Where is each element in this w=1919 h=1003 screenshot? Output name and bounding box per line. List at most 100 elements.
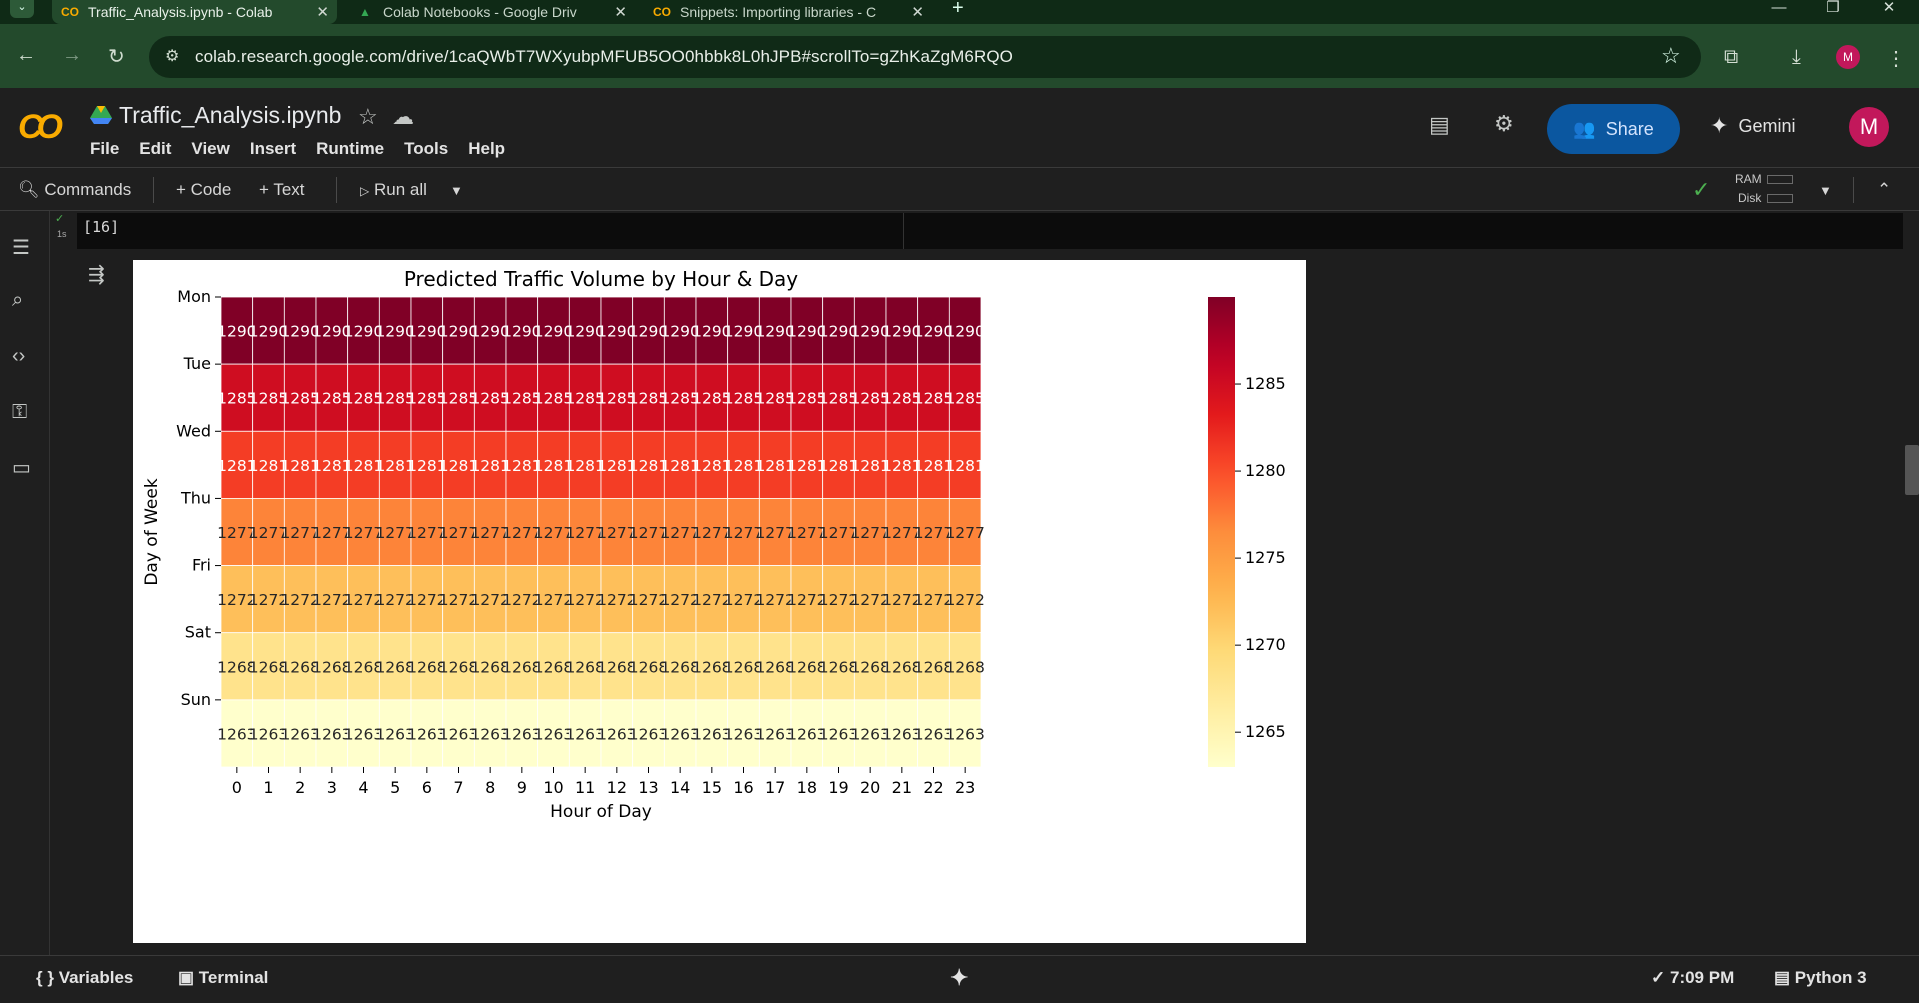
files-folder-icon[interactable]: ▭ xyxy=(12,457,31,479)
close-tab-icon[interactable]: ✕ xyxy=(911,4,924,21)
cell-annotation: 1290 xyxy=(280,323,319,341)
cell-annotation: 1263 xyxy=(660,725,699,743)
cell-annotation: 1277 xyxy=(375,524,414,542)
page-scrollbar[interactable] xyxy=(1905,445,1919,495)
drive-icon[interactable] xyxy=(90,106,112,124)
gemini-button[interactable]: ✦ Gemini xyxy=(1710,113,1795,139)
run-all-dropdown-icon[interactable]: ▼ xyxy=(450,183,463,198)
heatmap-cell xyxy=(315,363,349,432)
x-tick-label: 14 xyxy=(670,778,690,797)
browser-tab-colab[interactable]: CO Traffic_Analysis.ipynb - Colab ✕ xyxy=(52,0,337,24)
cell-annotation: 1272 xyxy=(914,591,953,609)
menu-insert[interactable]: Insert xyxy=(249,139,297,158)
new-tab-button[interactable]: + xyxy=(952,0,964,19)
download-icon[interactable]: ⤓ xyxy=(1792,46,1801,68)
menu-help[interactable]: Help xyxy=(468,139,506,158)
menu-runtime[interactable]: Runtime xyxy=(316,139,385,158)
extensions-icon[interactable]: ⧉ xyxy=(1724,46,1739,68)
x-tick-label: 19 xyxy=(828,778,848,797)
menu-file[interactable]: File xyxy=(90,139,120,158)
add-code-button[interactable]: + Code xyxy=(176,180,232,199)
heatmap-cell xyxy=(347,632,380,701)
cell-annotation: 1277 xyxy=(470,524,509,542)
cell-annotation: 1272 xyxy=(629,591,668,609)
browser-tab-drive[interactable]: ▲ Colab Notebooks - Google Driv ✕ xyxy=(355,0,635,24)
cell-annotation: 1285 xyxy=(249,390,288,408)
close-window-icon[interactable]: ✕ xyxy=(1882,0,1896,16)
x-tick-label: 22 xyxy=(923,778,943,797)
share-label: Share xyxy=(1605,118,1654,139)
cell-annotation: 1281 xyxy=(660,457,699,475)
menu-edit[interactable]: Edit xyxy=(139,139,172,158)
heatmap-cell xyxy=(727,430,760,499)
menu-tools[interactable]: Tools xyxy=(404,139,449,158)
forward-icon[interactable]: → xyxy=(62,44,82,66)
cell-annotation: 1268 xyxy=(217,658,256,676)
menu-view[interactable]: View xyxy=(191,139,230,158)
cell-annotation: 1277 xyxy=(914,524,953,542)
back-icon[interactable]: ← xyxy=(16,44,36,66)
code-snippets-icon[interactable]: ‹› xyxy=(12,345,26,367)
cell-annotation: 1281 xyxy=(470,457,509,475)
cell-annotation: 1290 xyxy=(565,323,604,341)
star-icon[interactable]: ☆ xyxy=(358,104,378,129)
resources-dropdown-icon[interactable]: ▼ xyxy=(1819,183,1832,198)
heatmap-cell xyxy=(853,498,887,566)
close-tab-icon[interactable]: ✕ xyxy=(316,4,329,21)
minimize-icon[interactable]: — xyxy=(1771,0,1787,16)
cell-annotation: 1285 xyxy=(597,390,636,408)
cell-annotation: 1263 xyxy=(312,725,351,743)
cell-annotation: 1272 xyxy=(312,591,351,609)
cell-annotation: 1281 xyxy=(534,457,573,475)
site-info-icon[interactable]: ⚙ xyxy=(165,48,180,65)
cell-annotation: 1285 xyxy=(819,390,858,408)
cell-annotation: 1290 xyxy=(629,323,668,341)
cell-annotation: 1263 xyxy=(502,725,541,743)
cell-annotation: 1281 xyxy=(914,457,953,475)
chart-title: Predicted Traffic Volume by Hour & Day xyxy=(404,267,798,291)
run-all-button[interactable]: ▷ Run all xyxy=(360,180,427,199)
find-icon[interactable]: ⌕ xyxy=(12,289,24,311)
table-of-contents-icon[interactable]: ☰ xyxy=(12,237,30,259)
address-bar[interactable]: ⚙ colab.research.google.com/drive/1caQWb… xyxy=(149,36,1701,78)
colab-logo[interactable]: CO xyxy=(18,108,63,146)
cell-annotation: 1272 xyxy=(692,591,731,609)
cell-annotation: 1263 xyxy=(375,725,414,743)
cell-annotation: 1272 xyxy=(945,591,984,609)
close-tab-icon[interactable]: ✕ xyxy=(614,4,627,21)
reload-icon[interactable]: ↻ xyxy=(108,46,125,68)
browser-menu-icon[interactable]: ⋮ xyxy=(1886,48,1906,70)
kernel-indicator[interactable]: ▤ Python 3 xyxy=(1774,968,1867,987)
restore-icon[interactable]: ❐ xyxy=(1826,0,1840,16)
secrets-key-icon[interactable]: ⚿ xyxy=(12,401,28,423)
output-actions-icon[interactable]: ⇶ xyxy=(88,264,105,286)
bookmark-star-icon[interactable]: ☆ xyxy=(1661,43,1681,68)
cell-annotation: 1290 xyxy=(787,323,826,341)
collapse-chevron-icon[interactable]: ⌃ xyxy=(1877,180,1892,199)
heatmap-cell xyxy=(727,296,760,365)
tab-list-dropdown-icon[interactable]: ⌄ xyxy=(10,0,34,18)
gemini-sparkle-icon[interactable]: ✦ xyxy=(950,965,969,990)
heatmap-cell xyxy=(568,498,602,566)
profile-avatar[interactable]: M xyxy=(1836,45,1860,69)
heatmap-cell xyxy=(758,699,792,768)
settings-gear-icon[interactable]: ⚙ xyxy=(1494,111,1514,136)
comments-icon[interactable]: ▤ xyxy=(1429,112,1450,137)
share-button[interactable]: 👥 Share xyxy=(1547,104,1680,154)
cell-annotation: 1281 xyxy=(945,457,984,475)
x-tick-label: 4 xyxy=(358,778,368,797)
cell-annotation: 1263 xyxy=(850,725,889,743)
cell-annotation: 1272 xyxy=(439,591,478,609)
commands-button[interactable]: 🔍︎ Commands xyxy=(18,180,132,199)
x-tick-label: 18 xyxy=(797,778,817,797)
code-cell[interactable] xyxy=(77,213,1903,249)
cell-annotation: 1272 xyxy=(280,591,319,609)
gemini-label: Gemini xyxy=(1738,115,1796,136)
user-avatar[interactable]: M xyxy=(1849,107,1889,147)
variables-button[interactable]: { } Variables xyxy=(36,968,134,987)
browser-tab-snippets[interactable]: CO Snippets: Importing libraries - C ✕ xyxy=(652,0,932,24)
add-text-button[interactable]: + Text xyxy=(259,180,305,199)
terminal-button[interactable]: ▣ Terminal xyxy=(178,968,269,987)
notebook-title[interactable]: Traffic_Analysis.ipynb xyxy=(119,102,342,128)
cell-annotation: 1263 xyxy=(565,725,604,743)
